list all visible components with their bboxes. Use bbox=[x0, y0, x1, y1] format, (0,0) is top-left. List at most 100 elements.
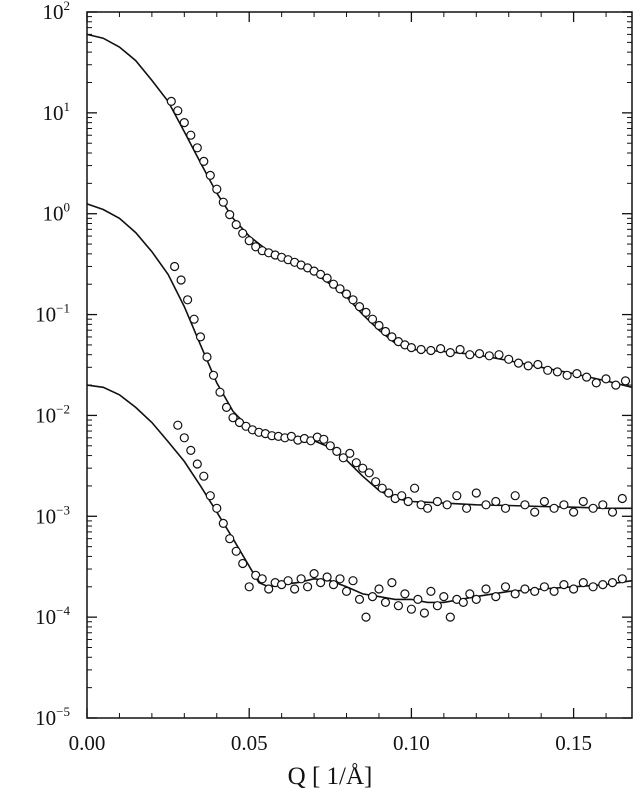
data-point bbox=[335, 574, 345, 584]
data-point bbox=[309, 568, 319, 579]
data-point bbox=[413, 594, 423, 605]
data-point bbox=[335, 284, 345, 294]
data-point bbox=[244, 582, 254, 592]
data-point bbox=[416, 344, 426, 355]
data-point bbox=[568, 507, 579, 517]
data-point bbox=[367, 591, 378, 602]
data-point bbox=[543, 365, 553, 375]
data-point bbox=[601, 374, 611, 384]
data-point bbox=[228, 413, 238, 423]
data-point bbox=[419, 608, 429, 618]
data-point bbox=[325, 441, 335, 451]
data-point bbox=[170, 261, 180, 272]
fit-curve-1 bbox=[86, 33, 633, 389]
data-point bbox=[354, 594, 365, 605]
data-point bbox=[568, 584, 579, 594]
data-point bbox=[432, 601, 442, 611]
data-point bbox=[513, 358, 524, 368]
data-point bbox=[406, 604, 416, 614]
data-point bbox=[218, 197, 228, 207]
data-point bbox=[491, 496, 501, 507]
data-point bbox=[257, 574, 267, 584]
data-point bbox=[238, 558, 248, 569]
data-point bbox=[406, 343, 416, 353]
data-point bbox=[208, 370, 219, 380]
data-point bbox=[510, 491, 520, 501]
data-point bbox=[332, 446, 342, 456]
data-point bbox=[500, 503, 511, 513]
plot-frame bbox=[86, 11, 633, 719]
data-point bbox=[290, 584, 300, 594]
data-point bbox=[436, 344, 446, 354]
data-point bbox=[231, 220, 241, 230]
data-point bbox=[205, 491, 215, 501]
data-point bbox=[572, 369, 582, 379]
y-tick-label: 101 bbox=[43, 99, 71, 125]
data-point bbox=[598, 579, 608, 590]
data-point bbox=[598, 500, 608, 510]
data-point bbox=[238, 228, 248, 238]
data-point bbox=[371, 477, 381, 487]
data-point bbox=[530, 507, 540, 517]
data-point bbox=[377, 483, 387, 493]
x-axis-title: Q [ 1/Å] bbox=[288, 763, 373, 790]
data-point bbox=[322, 273, 332, 283]
data-point bbox=[176, 275, 186, 285]
data-point bbox=[426, 586, 436, 597]
x-tick-label: 0.05 bbox=[231, 731, 268, 755]
x-tick-label: 0.00 bbox=[69, 731, 106, 755]
data-point bbox=[221, 402, 232, 412]
data-point bbox=[452, 491, 462, 501]
data-point bbox=[510, 589, 520, 599]
data-point bbox=[442, 500, 452, 510]
data-point bbox=[328, 579, 339, 590]
data-point bbox=[345, 448, 355, 458]
data-point bbox=[283, 576, 293, 586]
data-point bbox=[465, 350, 475, 360]
data-point bbox=[462, 503, 472, 513]
data-point bbox=[530, 586, 540, 597]
data-point bbox=[361, 612, 371, 622]
data-point bbox=[173, 106, 183, 116]
data-point bbox=[374, 584, 384, 594]
data-point bbox=[192, 459, 202, 469]
data-point bbox=[322, 572, 332, 582]
y-tick-label: 10−3 bbox=[35, 502, 70, 528]
data-point bbox=[264, 584, 274, 594]
data-point bbox=[195, 332, 206, 342]
data-point bbox=[500, 582, 511, 592]
data-point bbox=[559, 500, 569, 510]
axis-ticks bbox=[86, 11, 632, 719]
data-point bbox=[212, 184, 222, 194]
data-point bbox=[591, 378, 601, 388]
data-point bbox=[215, 387, 225, 397]
data-point bbox=[367, 314, 378, 324]
y-tick-label: 10−2 bbox=[35, 401, 70, 427]
data-point bbox=[481, 584, 491, 594]
data-point bbox=[611, 380, 621, 390]
data-point bbox=[423, 503, 433, 513]
data-point bbox=[225, 534, 235, 544]
data-point bbox=[523, 361, 533, 371]
data-point bbox=[484, 351, 494, 361]
data-point bbox=[231, 546, 241, 556]
data-point bbox=[445, 612, 455, 622]
data-point bbox=[186, 445, 196, 455]
data-point bbox=[533, 359, 543, 370]
data-point bbox=[549, 586, 559, 597]
data-point bbox=[319, 434, 329, 444]
data-point bbox=[432, 496, 442, 507]
data-point bbox=[617, 493, 627, 504]
data-point bbox=[183, 295, 193, 305]
data-point bbox=[225, 210, 235, 220]
data-point bbox=[588, 582, 598, 592]
data-point bbox=[403, 496, 413, 507]
data-point bbox=[251, 242, 261, 252]
data-point bbox=[341, 289, 352, 299]
fit-curves bbox=[86, 33, 633, 604]
data-point bbox=[393, 601, 403, 611]
data-point bbox=[296, 574, 306, 584]
data-point bbox=[588, 503, 598, 513]
data-point bbox=[410, 483, 420, 493]
x-tick-label: 0.15 bbox=[555, 731, 592, 755]
